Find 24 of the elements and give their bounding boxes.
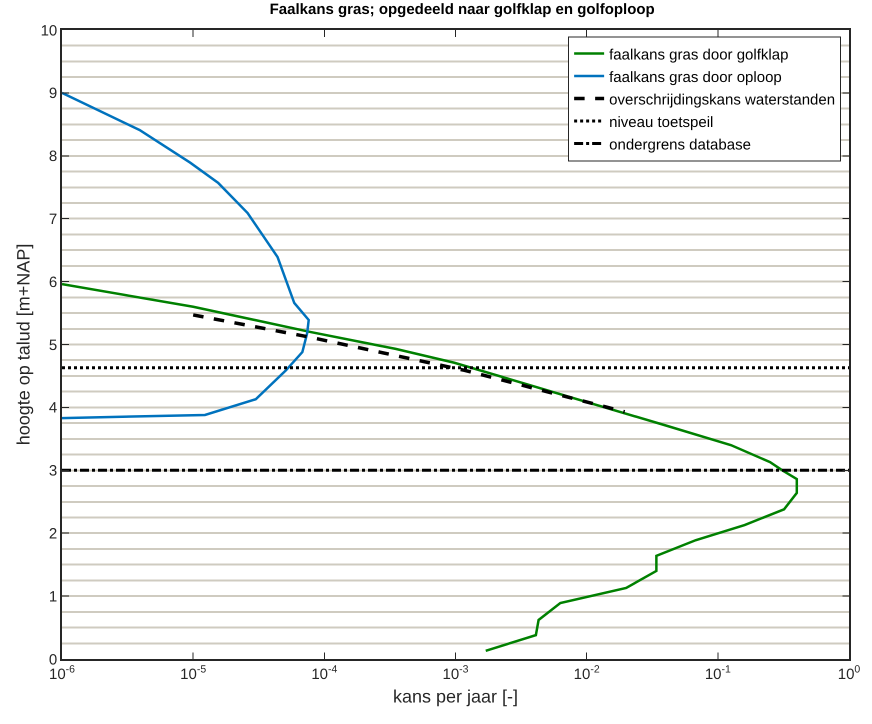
y-tick-label: 5 xyxy=(48,336,58,354)
x-tick-label: 10$^{-4}$ xyxy=(311,663,338,683)
y-axis-title: hoogte op talud [m+NAP] xyxy=(13,244,34,446)
y-tick-label: 2 xyxy=(48,525,58,542)
x-tick-label: 10$^{-5}$ xyxy=(180,663,206,683)
y-tick-label: 6 xyxy=(48,274,58,291)
y-tick-label: 4 xyxy=(48,400,58,417)
x-tick-label: 10$^{-2}$ xyxy=(574,663,600,683)
y-tick-label: 1 xyxy=(48,588,58,606)
legend-label: overschrijdingskans waterstanden xyxy=(609,91,836,108)
x-tick-label: 10$^{-3}$ xyxy=(442,663,469,683)
y-tick-label: 3 xyxy=(48,462,58,480)
x-tick-label: 10$^{0}$ xyxy=(838,663,860,683)
y-tick-label: 7 xyxy=(48,210,58,228)
legend-label: faalkans gras door oploop xyxy=(609,68,782,86)
y-tick-label: 10 xyxy=(40,22,58,40)
y-tick-label: 8 xyxy=(48,148,58,166)
legend-label: niveau toetspeil xyxy=(609,114,714,131)
legend-label: faalkans gras door golfklap xyxy=(609,46,788,64)
legend-label: ondergrens database xyxy=(609,136,751,154)
x-tick-label: 10$^{-1}$ xyxy=(704,663,731,683)
y-tick-label: 9 xyxy=(48,85,58,102)
chart-title: Faalkans gras; opgedeeld naar golfklap en golfoploop xyxy=(270,1,655,18)
x-axis-title: kans per jaar [-] xyxy=(392,686,518,706)
